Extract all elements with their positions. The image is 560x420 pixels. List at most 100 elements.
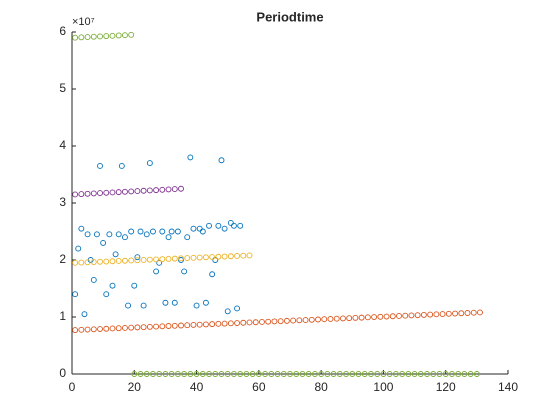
point	[178, 257, 184, 263]
point	[224, 308, 231, 315]
point	[321, 316, 328, 323]
point	[287, 371, 293, 377]
point	[193, 302, 200, 309]
point	[153, 187, 160, 194]
x-tick-label: 20	[128, 380, 142, 394]
y-tick-label: 6	[59, 24, 66, 38]
point	[280, 371, 287, 377]
point	[140, 256, 147, 263]
point	[199, 371, 206, 377]
point	[115, 189, 122, 196]
point	[115, 231, 122, 238]
point	[171, 299, 178, 306]
y-tick-label: 5	[59, 81, 66, 95]
point	[318, 371, 325, 377]
point	[156, 371, 163, 377]
point	[227, 219, 234, 226]
point	[159, 186, 166, 193]
point	[184, 322, 191, 329]
point	[227, 253, 234, 260]
point	[168, 371, 175, 377]
point	[121, 257, 128, 264]
point	[442, 371, 449, 377]
point	[97, 190, 103, 197]
point	[343, 371, 350, 377]
point	[218, 157, 225, 164]
point	[171, 186, 178, 193]
point	[473, 371, 480, 377]
point	[477, 309, 483, 316]
point	[187, 371, 194, 377]
point	[427, 311, 434, 318]
point	[311, 371, 318, 377]
point	[115, 32, 122, 39]
point	[109, 258, 116, 265]
point	[143, 231, 150, 238]
point	[103, 325, 110, 332]
y-tick-label: 2	[59, 252, 66, 266]
point	[165, 255, 172, 262]
point	[330, 371, 337, 377]
point	[106, 231, 113, 238]
point	[268, 371, 275, 377]
point	[243, 371, 250, 377]
point	[140, 302, 147, 309]
point	[470, 309, 477, 316]
point	[109, 282, 116, 289]
point	[146, 160, 153, 167]
point	[221, 320, 228, 327]
x-tick-label: 120	[436, 380, 456, 394]
point	[237, 371, 244, 377]
x-tick-label: 100	[373, 380, 393, 394]
point	[361, 371, 368, 377]
point	[336, 371, 343, 377]
point	[162, 299, 169, 306]
point	[90, 277, 97, 283]
point	[93, 231, 100, 238]
point	[78, 191, 85, 198]
point	[143, 371, 150, 377]
point	[159, 228, 166, 235]
point	[90, 259, 97, 266]
point	[240, 319, 247, 326]
point	[448, 371, 455, 377]
point	[109, 32, 116, 39]
point	[383, 313, 390, 320]
point	[78, 225, 85, 232]
point	[153, 256, 160, 263]
point	[230, 371, 237, 377]
point	[72, 191, 79, 198]
point	[206, 371, 212, 377]
point	[174, 228, 181, 235]
point	[221, 225, 228, 232]
point	[215, 320, 222, 327]
point	[271, 318, 278, 325]
point	[171, 255, 178, 262]
point	[209, 321, 216, 328]
point	[125, 302, 132, 309]
point	[196, 321, 203, 328]
point	[159, 323, 166, 330]
point	[230, 222, 237, 229]
point	[90, 190, 97, 197]
point	[234, 253, 241, 259]
point	[364, 314, 371, 321]
point	[396, 313, 402, 319]
point	[215, 253, 222, 260]
point	[386, 371, 393, 377]
point	[84, 34, 91, 41]
point	[150, 228, 156, 235]
point	[128, 257, 135, 264]
point	[445, 310, 452, 317]
point	[178, 185, 184, 192]
point	[234, 305, 241, 312]
point	[134, 188, 141, 195]
point	[75, 245, 82, 252]
point	[327, 315, 334, 322]
point	[305, 371, 312, 377]
point	[436, 371, 443, 377]
point	[121, 32, 128, 39]
point	[118, 162, 125, 169]
point	[181, 268, 188, 275]
point	[187, 154, 194, 161]
